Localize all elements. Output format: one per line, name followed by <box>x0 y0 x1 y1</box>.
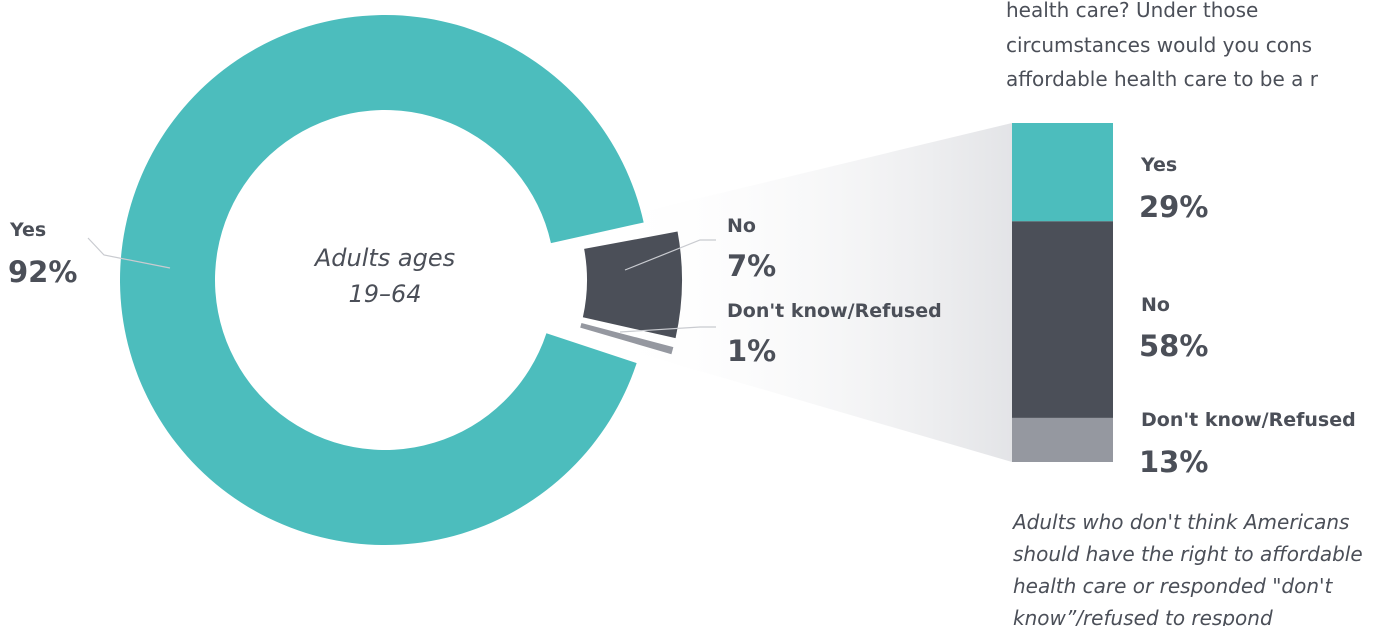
donut-label-yes: Yes <box>9 219 46 241</box>
bar-segment-dk <box>1012 417 1113 462</box>
donut-value-no: 7% <box>727 249 776 283</box>
donut-value-dk: 1% <box>727 334 776 368</box>
bar-value-no: 58% <box>1139 329 1208 363</box>
center-label-line-2: 19–64 <box>348 280 421 308</box>
question-line-1: health care? Under those <box>1006 0 1258 22</box>
bar-value-yes: 29% <box>1139 190 1208 224</box>
footnote-line-3: health care or responded "don't <box>1013 574 1334 598</box>
donut-label-no: No <box>727 215 756 237</box>
bar-label-yes: Yes <box>1140 154 1177 176</box>
leader-line-yes <box>87 237 171 269</box>
bar-segment-yes <box>1012 123 1113 222</box>
bar-segment-no <box>1012 221 1113 418</box>
leader-line-no <box>624 239 716 271</box>
connector-wedge <box>600 123 1012 462</box>
donut-slice-yes <box>120 14 644 545</box>
question-line-3: affordable health care to be a r <box>1006 67 1319 91</box>
leader-lines <box>87 237 716 333</box>
donut-label-dk: Don't know/Refused <box>727 300 942 322</box>
donut-chart <box>120 14 683 545</box>
leader-line-dk <box>619 326 716 333</box>
stacked-bar-chart <box>1012 123 1113 462</box>
bar-label-dk: Don't know/Refused <box>1141 409 1356 431</box>
donut-slice-dk <box>580 323 674 355</box>
footnote-line-2: should have the right to affordable <box>1013 542 1363 566</box>
footnote-line-1: Adults who don't think Americans <box>1011 510 1349 534</box>
donut-slice-no <box>582 231 683 339</box>
donut-value-yes: 92% <box>8 255 77 289</box>
question-line-2: circumstances would you cons <box>1006 33 1312 57</box>
footnote-line-4: know”/refused to respond <box>1013 606 1273 626</box>
bar-value-dk: 13% <box>1139 445 1208 479</box>
center-label-line-1: Adults ages <box>313 244 455 272</box>
bar-label-no: No <box>1141 294 1170 316</box>
